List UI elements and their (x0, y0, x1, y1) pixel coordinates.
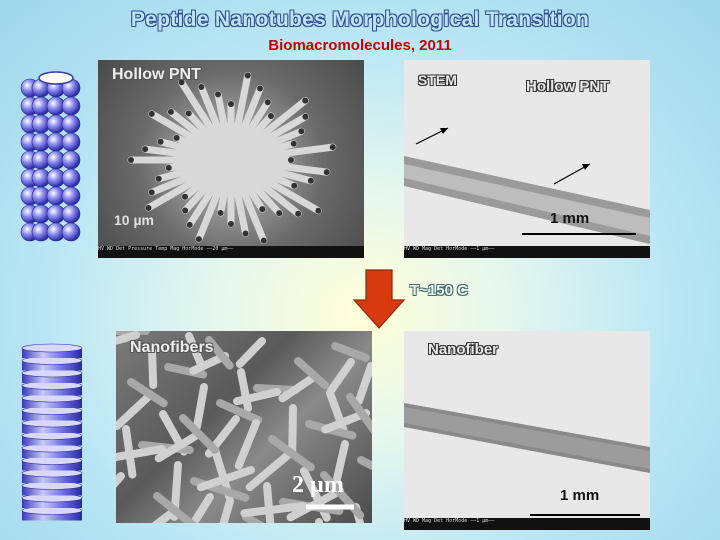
hollow-pnt-sem-image: Hollow PNT 10 µm HV WD Det Pressure Temp… (98, 60, 364, 258)
nanofibers-label: Nanofibers (130, 339, 214, 356)
transition-temperature: T~150 C (410, 282, 468, 299)
tube-bundle-graphic (127, 71, 337, 245)
scale-label-1mm-bottom: 1 mm (560, 487, 600, 504)
slide-title: Peptide Nanotubes Morphological Transiti… (130, 8, 590, 31)
scale-label-10um: 10 µm (114, 212, 154, 228)
scale-label-1mm-top: 1 mm (550, 210, 590, 227)
stacked-ring-nanotube-icon (20, 71, 81, 242)
nanofiber-stem-image: Nanofiber 1 mm HV WD Mag Det HorMode ——1… (404, 331, 650, 530)
scale-label-2um: 2 µm (292, 472, 344, 498)
slide-subtitle: Biomacromolecules, 2011 (268, 37, 452, 54)
stem-label: STEM (418, 72, 457, 88)
sem-info-bar: HV WD Det Pressure Temp Mag HorMode ——20… (98, 246, 364, 258)
hollow-pnt-label: Hollow PNT (112, 66, 201, 83)
fiber-mesh-graphic (116, 331, 372, 523)
nanofibers-sem-image: Nanofibers 2 µm (116, 331, 372, 523)
hollow-pnt-stem-label: Hollow PNT (526, 78, 610, 95)
stacked-disk-nanofiber-icon (21, 343, 83, 521)
hollow-pnt-stem-image: STEM Hollow PNT 1 mm HV WD Mag Det HorMo… (404, 60, 650, 258)
stem-info-bar: HV WD Mag Det HorMode ——1 µm—— (404, 246, 650, 258)
nanofiber-label: Nanofiber (428, 341, 499, 358)
fiber-graphic (404, 403, 650, 516)
stem-info-bar-bottom: HV WD Mag Det HorMode ——1 µm—— (404, 518, 650, 530)
down-arrow-icon (352, 269, 406, 329)
tube-graphic (404, 127, 650, 244)
